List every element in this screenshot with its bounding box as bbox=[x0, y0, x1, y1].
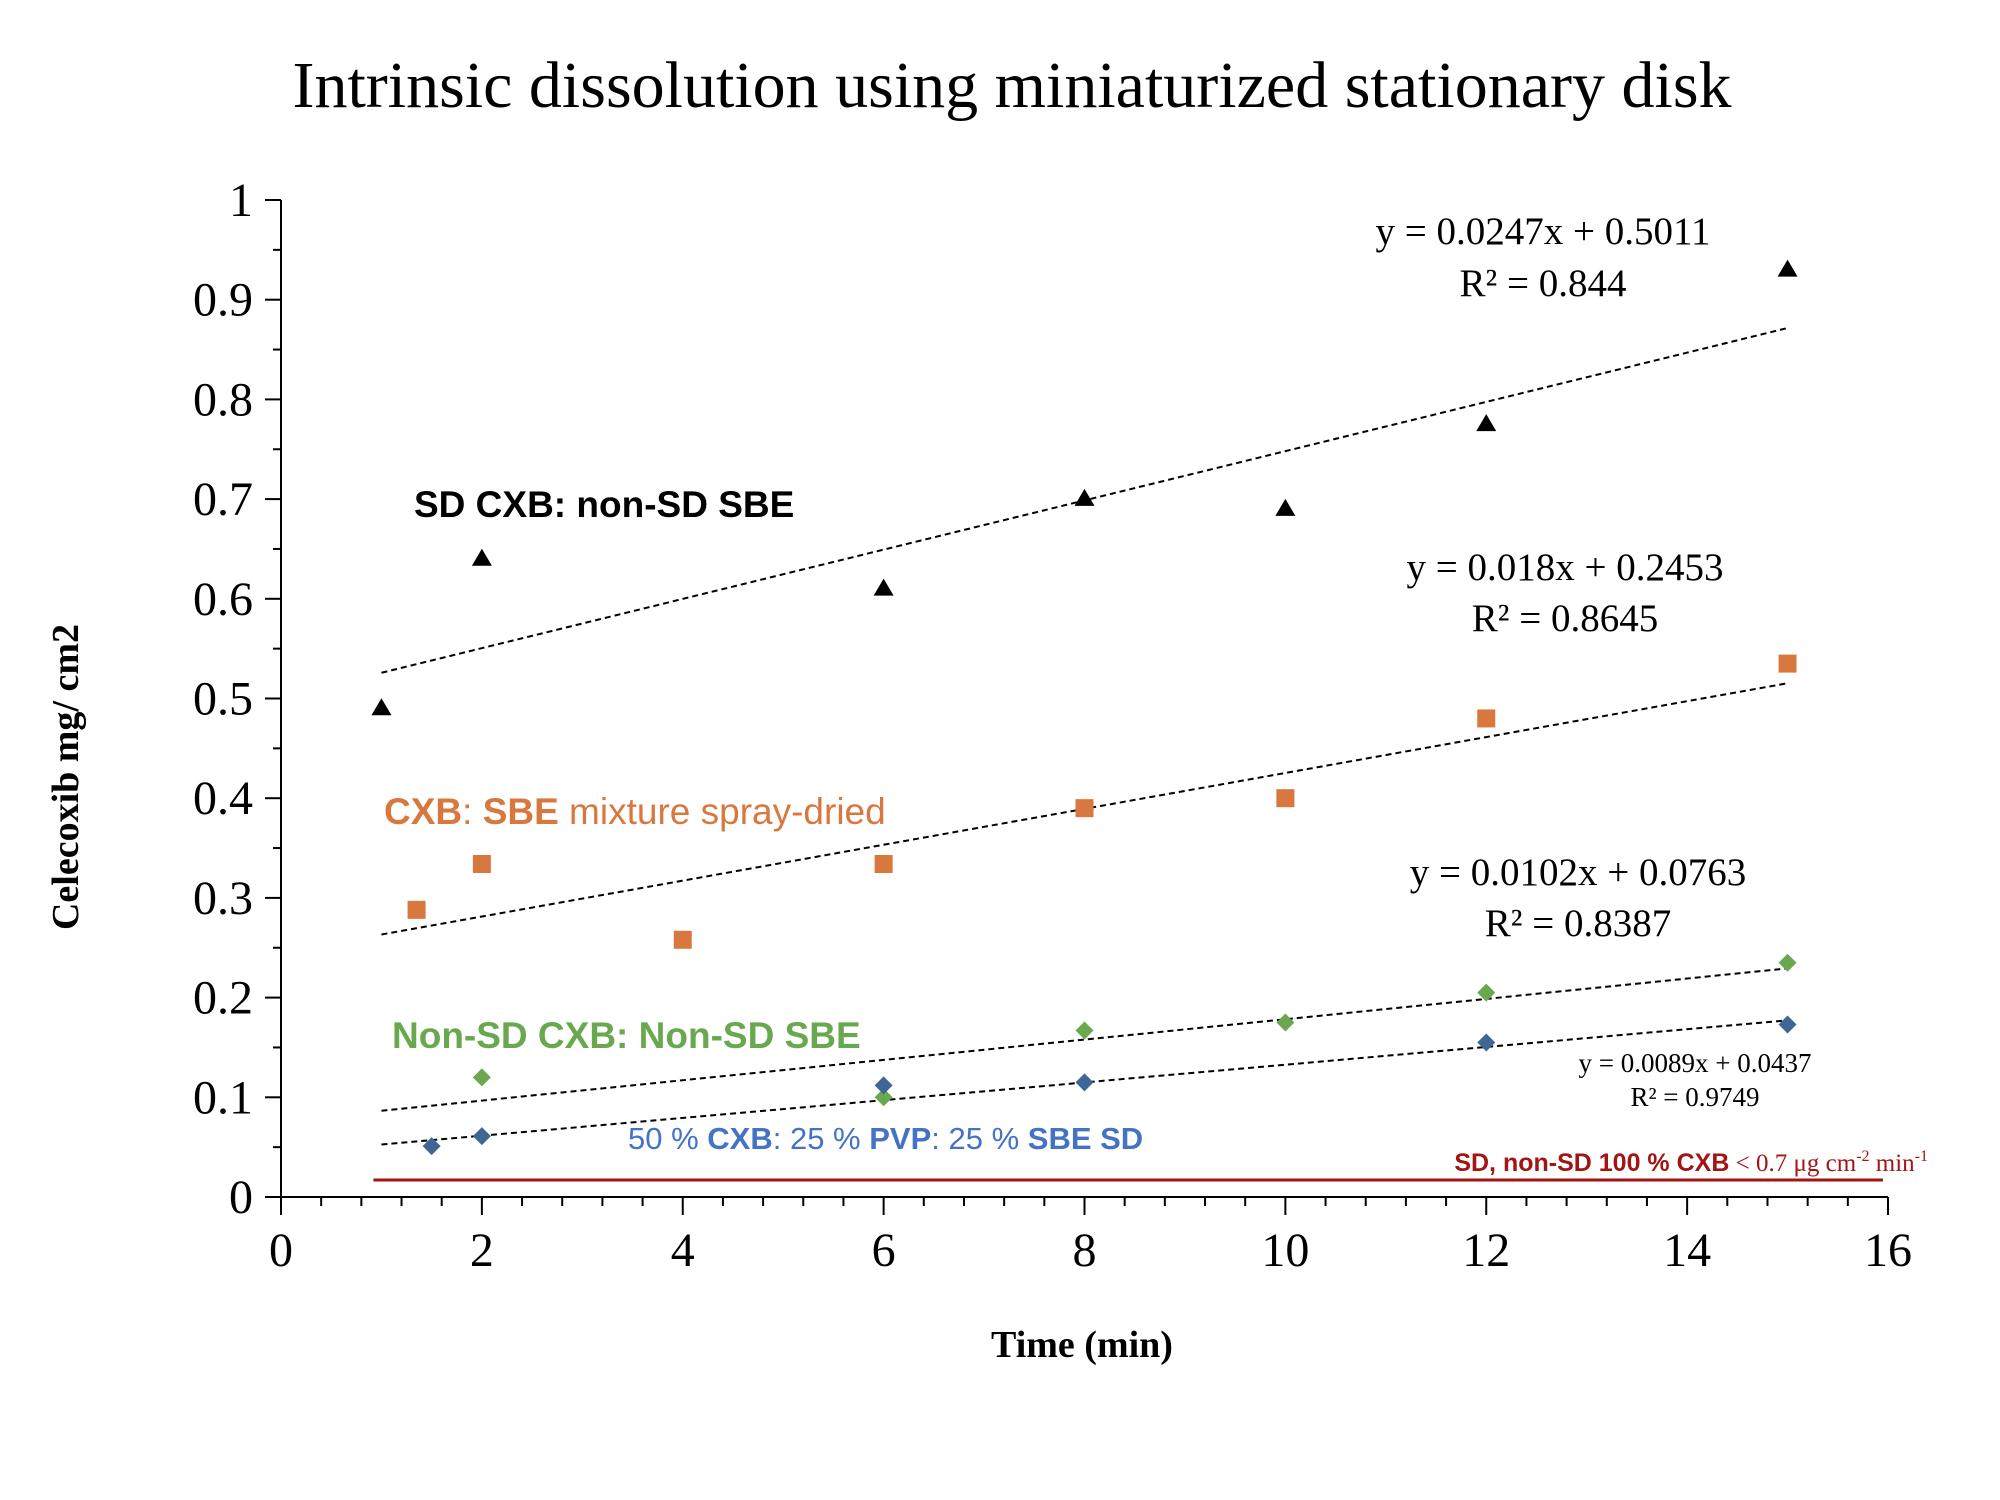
x-tick-label: 6 bbox=[872, 1224, 896, 1277]
data-point-series-1 bbox=[371, 698, 392, 716]
data-point-series-2 bbox=[472, 855, 491, 874]
equation-series-2: y = 0.018x + 0.2453 bbox=[1407, 546, 1724, 589]
label-part-sbe-sd: SBE SD bbox=[1028, 1121, 1143, 1156]
data-point-series-4 bbox=[472, 1127, 491, 1146]
y-tick-label: 0.6 bbox=[193, 573, 253, 626]
equation-series-1: y = 0.0247x + 0.5011 bbox=[1375, 210, 1710, 253]
x-tick-label: 12 bbox=[1462, 1224, 1510, 1277]
data-point-series-1 bbox=[873, 578, 894, 596]
data-point-series-1 bbox=[1476, 414, 1497, 432]
axes: 00.10.20.30.40.50.60.70.80.910 2 4 6 8 10 12 14… bbox=[193, 174, 1912, 1277]
x-tick-label: 10 bbox=[1261, 1224, 1309, 1277]
label-part-50: 50 % bbox=[628, 1121, 707, 1156]
x-tick-label: 4 bbox=[671, 1224, 695, 1277]
data-point-series-2 bbox=[1477, 709, 1496, 728]
data-point-series-3 bbox=[874, 1088, 893, 1107]
r2-series-1: R² = 0.844 bbox=[1460, 262, 1627, 305]
data-point-series-2 bbox=[1075, 799, 1094, 818]
y-tick-label: 0.4 bbox=[193, 772, 253, 825]
data-point-series-3 bbox=[472, 1068, 491, 1087]
data-point-series-1 bbox=[471, 548, 492, 566]
r2-series-3: R² = 0.8387 bbox=[1485, 902, 1671, 945]
label-part-sbe: SBE bbox=[483, 791, 559, 832]
x-tick-label: 8 bbox=[1073, 1224, 1097, 1277]
r2-series-2: R² = 0.8645 bbox=[1472, 597, 1658, 640]
y-tick-label: 1 bbox=[229, 174, 253, 227]
label-part-cxb: CXB bbox=[384, 791, 462, 832]
x-tick-label: 2 bbox=[470, 1224, 494, 1277]
data-point-series-4 bbox=[1778, 1015, 1797, 1034]
data-point-series-2 bbox=[1276, 789, 1295, 808]
ref-label-sup1: -2 bbox=[1856, 1148, 1869, 1165]
label-part-pvp: PVP bbox=[869, 1121, 931, 1156]
y-axis-label: Celecoxib mg/ cm2 bbox=[45, 624, 87, 930]
data-point-series-3 bbox=[1778, 953, 1797, 972]
data-point-series-1 bbox=[1777, 259, 1798, 277]
ref-label-bold: SD, non-SD 100 % CXB bbox=[1454, 1149, 1729, 1177]
data-point-series-1 bbox=[1074, 488, 1095, 506]
y-tick-label: 0.8 bbox=[193, 373, 253, 426]
data-point-series-2 bbox=[874, 855, 893, 874]
series-label-non-sd: Non-SD CXB: Non-SD SBE bbox=[392, 1015, 861, 1056]
data-point-series-4 bbox=[422, 1137, 441, 1156]
label-part-sep: : bbox=[462, 791, 483, 832]
label-part-25b: : 25 % bbox=[931, 1121, 1028, 1156]
equation-series-3: y = 0.0102x + 0.0763 bbox=[1410, 851, 1747, 894]
ref-label-rest: < 0.7 μg cm bbox=[1729, 1150, 1856, 1177]
series-label-cxb-sbe-mixture: CXB: SBE mixture spray-dried bbox=[384, 791, 886, 832]
trendline-series-3 bbox=[381, 967, 1788, 1112]
data-point-series-2 bbox=[407, 900, 426, 919]
chart-title: Intrinsic dissolution using miniaturized… bbox=[292, 49, 1731, 122]
y-tick-label: 0 bbox=[229, 1171, 253, 1224]
series-label-pvp-sd: 50 % CXB: 25 % PVP: 25 % SBE SD bbox=[628, 1121, 1143, 1156]
y-tick-label: 0.9 bbox=[193, 274, 253, 327]
y-tick-label: 0.3 bbox=[193, 872, 253, 925]
x-tick-label: 0 bbox=[269, 1224, 293, 1277]
data-point-series-2 bbox=[673, 930, 692, 949]
y-tick-label: 0.7 bbox=[193, 473, 253, 526]
ref-label-mid: min bbox=[1870, 1150, 1916, 1177]
series-label-sd-cxb: SD CXB: non-SD SBE bbox=[414, 484, 794, 525]
data-point-series-4 bbox=[1477, 1033, 1496, 1052]
label-part-25a: : 25 % bbox=[773, 1121, 870, 1156]
data-point-series-4 bbox=[874, 1076, 893, 1095]
y-tick-label: 0.2 bbox=[193, 972, 253, 1025]
data-point-series-1 bbox=[1275, 498, 1296, 516]
equation-series-4: y = 0.0089x + 0.0437 bbox=[1579, 1048, 1812, 1078]
data-point-series-4 bbox=[1075, 1073, 1094, 1092]
x-axis-label: Time (min) bbox=[991, 1324, 1173, 1366]
data-point-series-2 bbox=[1778, 654, 1797, 673]
data-point-series-3 bbox=[1477, 983, 1496, 1002]
label-part-cxb: CXB bbox=[707, 1121, 772, 1156]
ref-label-sup2: -1 bbox=[1915, 1148, 1928, 1165]
x-tick-label: 16 bbox=[1864, 1224, 1912, 1277]
data-point-series-3 bbox=[1276, 1013, 1295, 1032]
x-tick-label: 14 bbox=[1663, 1224, 1711, 1277]
data-point-layer bbox=[371, 259, 1798, 1156]
r2-series-4: R² = 0.9749 bbox=[1630, 1082, 1759, 1112]
reference-line-label: SD, non-SD 100 % CXB < 0.7 μg cm-2 min-1 bbox=[1454, 1148, 1928, 1177]
label-part-rest: mixture spray-dried bbox=[559, 791, 886, 832]
y-tick-label: 0.5 bbox=[193, 673, 253, 726]
y-tick-label: 0.1 bbox=[193, 1071, 253, 1124]
data-point-series-3 bbox=[1075, 1021, 1094, 1040]
